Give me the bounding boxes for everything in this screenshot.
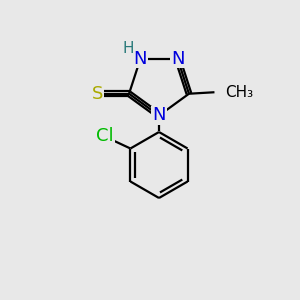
Text: S: S — [92, 85, 103, 103]
Text: N: N — [171, 50, 184, 68]
Text: H: H — [122, 41, 134, 56]
Text: N: N — [152, 106, 166, 124]
Text: Cl: Cl — [96, 127, 114, 145]
Text: N: N — [134, 50, 147, 68]
Text: CH₃: CH₃ — [225, 85, 253, 100]
